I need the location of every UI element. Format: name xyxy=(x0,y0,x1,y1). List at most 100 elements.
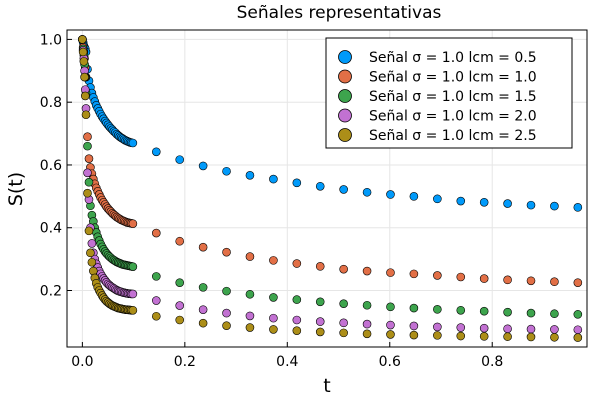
data-point xyxy=(503,275,512,285)
data-point xyxy=(362,266,372,276)
legend-label: Señal σ = 1.0 lcm = 1.5 xyxy=(369,89,537,105)
data-point xyxy=(362,329,372,339)
x-tick-label: 0.8 xyxy=(481,354,503,370)
data-point xyxy=(175,315,185,325)
y-tick-label: 0.6 xyxy=(40,158,62,174)
data-point xyxy=(362,300,372,310)
data-point xyxy=(386,330,395,339)
data-point xyxy=(128,138,138,148)
data-point xyxy=(573,310,583,319)
data-point xyxy=(526,200,536,210)
data-point xyxy=(526,332,536,342)
data-point xyxy=(222,308,231,318)
data-point xyxy=(151,147,161,157)
data-point xyxy=(175,278,185,287)
data-point xyxy=(456,331,466,341)
data-point xyxy=(315,297,325,307)
data-point xyxy=(526,308,536,318)
x-tick-label: 0.6 xyxy=(379,354,401,370)
chart-title: Señales representativas xyxy=(237,3,442,23)
data-point xyxy=(269,313,278,323)
data-point xyxy=(339,299,348,308)
data-point xyxy=(456,323,466,332)
series-4 xyxy=(78,35,583,335)
data-point xyxy=(87,257,97,267)
data-point xyxy=(86,248,95,258)
data-point xyxy=(198,283,208,292)
x-axis-label: t xyxy=(323,375,330,397)
data-point xyxy=(83,188,92,198)
data-point xyxy=(409,330,419,340)
data-point xyxy=(386,190,395,199)
data-point xyxy=(128,305,138,315)
legend-marker xyxy=(338,50,352,64)
data-point xyxy=(245,323,255,332)
legend-entry: Señal σ = 1.0 lcm = 0.5 xyxy=(338,50,537,66)
data-point xyxy=(503,199,512,208)
data-point xyxy=(573,203,583,212)
legend-label: Señal σ = 1.0 lcm = 0.5 xyxy=(369,50,537,66)
data-point xyxy=(456,196,466,206)
data-point xyxy=(550,201,559,211)
x-tick-label: 0.2 xyxy=(174,354,196,370)
data-point xyxy=(479,306,489,316)
data-point xyxy=(456,305,466,315)
data-point xyxy=(433,305,442,314)
data-point xyxy=(292,259,302,268)
data-point xyxy=(386,268,395,277)
data-point xyxy=(315,327,325,337)
data-point xyxy=(550,309,559,319)
data-point xyxy=(339,318,348,328)
legend-entry: Señal σ = 1.0 lcm = 1.0 xyxy=(338,69,537,86)
legend-marker xyxy=(338,69,352,84)
legend-label: Señal σ = 1.0 lcm = 2.5 xyxy=(369,128,537,144)
data-point xyxy=(573,325,583,335)
legend-label: Señal σ = 1.0 lcm = 1.0 xyxy=(369,70,537,86)
legend-entry: Señal σ = 1.0 lcm = 2.5 xyxy=(338,128,537,144)
data-point xyxy=(151,311,161,321)
data-point xyxy=(245,311,255,321)
data-point xyxy=(409,192,419,201)
data-point xyxy=(128,289,138,299)
data-point xyxy=(245,171,255,180)
data-point xyxy=(83,132,92,142)
data-point xyxy=(292,326,302,335)
legend-label: Señal σ = 1.0 lcm = 2.0 xyxy=(369,109,537,125)
y-ticks: 0.2 0.4 0.6 0.8 1.0 xyxy=(40,32,72,300)
data-point xyxy=(339,264,348,274)
data-point xyxy=(479,323,489,333)
data-point xyxy=(339,185,348,194)
data-point xyxy=(433,322,442,332)
data-point xyxy=(573,333,583,342)
legend: Señal σ = 1.0 lcm = 0.5 Señal σ = 1.0 lcm… xyxy=(325,37,573,149)
x-tick-label: 0.4 xyxy=(276,354,298,370)
data-point xyxy=(526,324,536,334)
data-point xyxy=(386,302,395,312)
data-point xyxy=(292,178,302,188)
data-point xyxy=(269,174,278,184)
data-point xyxy=(83,141,92,151)
data-point xyxy=(292,315,302,325)
legend-marker xyxy=(338,108,352,123)
data-point xyxy=(80,91,90,101)
data-point xyxy=(89,266,98,276)
data-point xyxy=(315,182,325,191)
data-point xyxy=(175,301,185,310)
data-point xyxy=(409,303,419,313)
data-point xyxy=(315,262,325,271)
data-point xyxy=(78,35,87,44)
x-tick-label: 0.0 xyxy=(71,354,93,370)
data-point xyxy=(456,272,466,282)
y-tick-label: 0.2 xyxy=(40,284,62,300)
data-point xyxy=(128,219,138,228)
data-point xyxy=(433,271,442,280)
series-5 xyxy=(78,35,583,342)
data-point xyxy=(84,177,94,187)
data-point xyxy=(81,110,91,120)
data-point xyxy=(315,317,325,326)
data-point xyxy=(78,47,88,57)
data-point xyxy=(84,154,94,163)
y-tick-label: 0.8 xyxy=(40,95,62,111)
y-tick-label: 0.4 xyxy=(40,221,62,237)
